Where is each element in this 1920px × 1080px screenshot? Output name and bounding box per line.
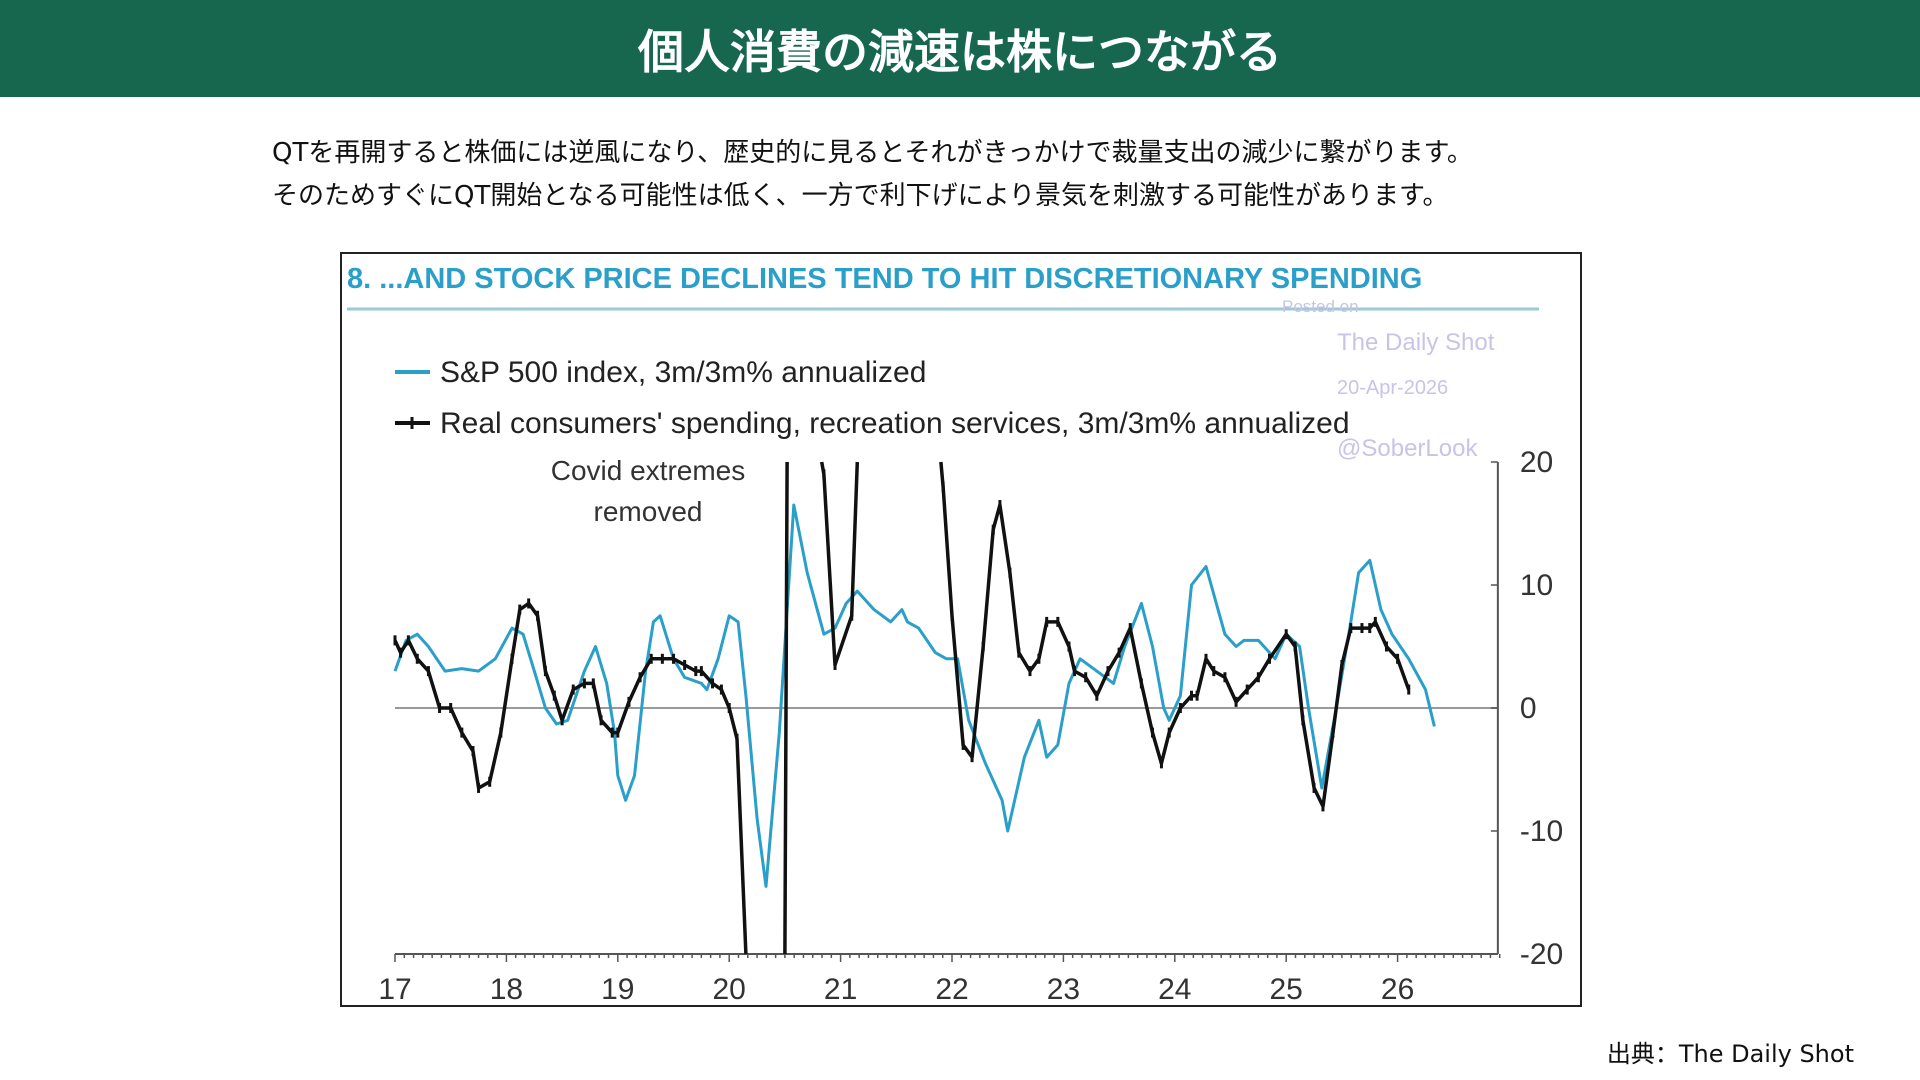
x-tick-label: 22 bbox=[935, 973, 968, 1005]
x-tick-label: 18 bbox=[490, 973, 523, 1005]
page-title: 個人消費の減速は株につながる bbox=[638, 24, 1282, 79]
watermark: Posted on The Daily Shot 20-Apr-2026 @So… bbox=[1282, 297, 1495, 462]
series-line-spending bbox=[393, 461, 1411, 955]
watermark-brand: The Daily Shot bbox=[1337, 329, 1495, 356]
description-line: QTを再開すると株価には逆風になり、歴史的に見るとそれがきっかけで裁量支出の減少… bbox=[272, 138, 1473, 168]
x-tick-label: 26 bbox=[1381, 973, 1414, 1005]
x-tick-label: 24 bbox=[1158, 973, 1191, 1005]
x-tick-label: 19 bbox=[601, 973, 634, 1005]
header-banner: 個人消費の減速は株につながる bbox=[0, 0, 1920, 97]
x-tick-label: 20 bbox=[713, 973, 746, 1005]
description-line: そのためすぐにQT開始となる可能性は低く、一方で利下げにより景気を刺激する可能性… bbox=[272, 181, 1449, 211]
series-line-sp500 bbox=[393, 503, 1436, 888]
watermark-date: 20-Apr-2026 bbox=[1337, 377, 1448, 399]
x-tick-label: 23 bbox=[1047, 973, 1080, 1005]
y-tick-label: 20 bbox=[1520, 446, 1553, 479]
covid-annotation: Covid extremes bbox=[551, 455, 746, 486]
description: QTを再開すると株価には逆風になり、歴史的に見るとそれがきっかけで裁量支出の減少… bbox=[272, 132, 1473, 218]
source-credit: 出典：The Daily Shot bbox=[1606, 1040, 1854, 1068]
covid-annotation: removed bbox=[594, 496, 703, 527]
legend-label-sp500: S&P 500 index, 3m/3m% annualized bbox=[440, 356, 926, 389]
chart: 8. ...AND STOCK PRICE DECLINES TEND TO H… bbox=[347, 263, 1563, 1006]
y-tick-label: 10 bbox=[1520, 569, 1553, 602]
watermark-handle: @SoberLook bbox=[1337, 435, 1478, 462]
legend-label-spending: Real consumers' spending, recreation ser… bbox=[440, 407, 1350, 440]
y-tick-label: -20 bbox=[1520, 938, 1563, 971]
watermark-posted: Posted on bbox=[1282, 297, 1359, 316]
x-tick-label: 17 bbox=[378, 973, 411, 1005]
chart-frame: 8. ...AND STOCK PRICE DECLINES TEND TO H… bbox=[340, 252, 1582, 1007]
x-tick-label: 21 bbox=[824, 973, 857, 1005]
x-tick-label: 25 bbox=[1270, 973, 1303, 1005]
chart-title: 8. ...AND STOCK PRICE DECLINES TEND TO H… bbox=[347, 263, 1422, 295]
y-tick-label: 0 bbox=[1520, 692, 1537, 725]
y-tick-label: -10 bbox=[1520, 815, 1563, 848]
